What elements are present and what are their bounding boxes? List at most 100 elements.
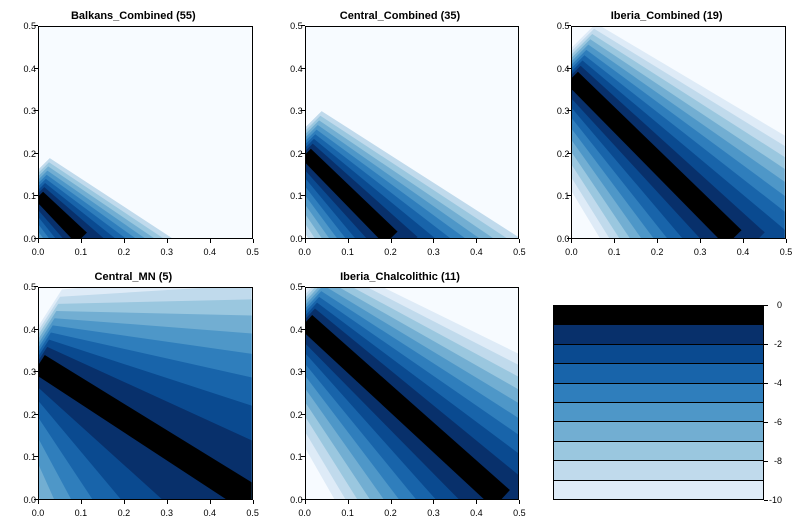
ytick-mark — [34, 195, 38, 196]
xtick-label: 0.4 — [203, 247, 216, 257]
plot-box: 0.00.10.20.30.40.50.00.10.20.30.40.5 — [10, 26, 257, 257]
xtick-mark — [391, 500, 392, 504]
panel-iberia: Iberia_Combined (19) 0.00.10.20.30.40.50… — [543, 10, 790, 257]
xtick-mark — [700, 239, 701, 243]
panel-central_mn: Central_MN (5) 0.00.10.20.30.40.50.00.10… — [10, 271, 257, 518]
ytick-mark — [34, 456, 38, 457]
panel-title: Iberia_Combined (19) — [543, 10, 790, 24]
plot-box: 0.00.10.20.30.40.50.00.10.20.30.40.5 — [543, 26, 790, 257]
xtick-label: 0.1 — [341, 247, 354, 257]
xtick-mark — [519, 500, 520, 504]
xtick-mark — [614, 239, 615, 243]
panel-central: Central_Combined (35) 0.00.10.20.30.40.5… — [277, 10, 524, 257]
ytick-label: 0.2 — [12, 410, 36, 420]
xtick-mark — [81, 500, 82, 504]
colorbar-segment — [553, 384, 764, 403]
colorbar-tick-label: -8 — [774, 456, 782, 466]
ytick-label: 0.4 — [545, 64, 569, 74]
xtick-mark — [210, 500, 211, 504]
colorbar-segment — [553, 345, 764, 364]
colorbar-wrap: 0-2-4-6-8-10 — [543, 287, 790, 518]
ytick-mark — [301, 371, 305, 372]
xtick-label: 0.1 — [608, 247, 621, 257]
xtick-label: 0.1 — [75, 508, 88, 518]
ytick-mark — [301, 153, 305, 154]
xtick-mark — [657, 239, 658, 243]
colorbar-tick-mark — [764, 344, 768, 345]
xtick-mark — [253, 500, 254, 504]
xtick-mark — [167, 239, 168, 243]
ytick-mark — [301, 68, 305, 69]
xtick-label: 0.3 — [161, 508, 174, 518]
contour-plot — [572, 27, 785, 238]
xtick-label: 0.2 — [118, 508, 131, 518]
ytick-mark — [34, 153, 38, 154]
empty-title — [543, 271, 790, 285]
colorbar — [553, 305, 764, 500]
ytick-label: 0.5 — [12, 21, 36, 31]
ytick-label: 0.0 — [12, 234, 36, 244]
ytick-label: 0.4 — [279, 64, 303, 74]
plot-box: 0.00.10.20.30.40.50.00.10.20.30.40.5 — [277, 26, 524, 257]
xtick-mark — [38, 239, 39, 243]
xtick-mark — [743, 239, 744, 243]
contour-plot — [306, 27, 519, 238]
xtick-mark — [433, 500, 434, 504]
ytick-mark — [567, 195, 571, 196]
ytick-mark — [34, 25, 38, 26]
panel-balkans: Balkans_Combined (55) 0.00.10.20.30.40.5… — [10, 10, 257, 257]
ytick-label: 0.4 — [279, 325, 303, 335]
ytick-label: 0.5 — [279, 21, 303, 31]
ytick-mark — [301, 286, 305, 287]
xtick-label: 0.5 — [513, 508, 526, 518]
xtick-mark — [305, 239, 306, 243]
xtick-mark — [433, 239, 434, 243]
ytick-label: 0.0 — [279, 495, 303, 505]
ytick-label: 0.1 — [279, 191, 303, 201]
panel-title: Balkans_Combined (55) — [10, 10, 257, 24]
ytick-mark — [301, 25, 305, 26]
xtick-label: 0.1 — [75, 247, 88, 257]
ytick-label: 0.3 — [279, 367, 303, 377]
colorbar-panel: 0-2-4-6-8-10 — [543, 271, 790, 518]
ytick-label: 0.0 — [279, 234, 303, 244]
xtick-mark — [81, 239, 82, 243]
xtick-mark — [786, 239, 787, 243]
contour-plot — [306, 288, 519, 499]
xtick-label: 0.5 — [513, 247, 526, 257]
colorbar-segment — [553, 422, 764, 441]
xtick-mark — [476, 239, 477, 243]
xtick-mark — [348, 239, 349, 243]
xtick-label: 0.3 — [427, 508, 440, 518]
ytick-label: 0.3 — [12, 106, 36, 116]
ytick-label: 0.1 — [545, 191, 569, 201]
ytick-label: 0.5 — [545, 21, 569, 31]
axes — [305, 287, 520, 500]
ytick-mark — [34, 286, 38, 287]
xtick-label: 0.3 — [427, 247, 440, 257]
xtick-label: 0.0 — [32, 508, 45, 518]
subplot-grid: Balkans_Combined (55) 0.0 0.1 0.2 0.3 0.4 0.5… — [10, 10, 790, 518]
xtick-label: 0.0 — [298, 247, 311, 257]
ytick-mark — [567, 68, 571, 69]
colorbar-tick-mark — [764, 461, 768, 462]
ytick-mark — [301, 329, 305, 330]
xtick-mark — [124, 239, 125, 243]
ytick-label: 0.4 — [12, 325, 36, 335]
colorbar-segment — [553, 461, 764, 480]
colorbar-segment — [553, 364, 764, 383]
xtick-label: 0.0 — [565, 247, 578, 257]
colorbar-tick-mark — [764, 305, 768, 306]
panel-title: Central_Combined (35) — [277, 10, 524, 24]
xtick-label: 0.4 — [470, 508, 483, 518]
ytick-label: 0.3 — [279, 106, 303, 116]
ytick-mark — [567, 153, 571, 154]
ytick-mark — [301, 414, 305, 415]
contour-plot — [39, 27, 252, 238]
ytick-mark — [34, 329, 38, 330]
xtick-mark — [476, 500, 477, 504]
xtick-label: 0.2 — [651, 247, 664, 257]
ytick-mark — [34, 371, 38, 372]
ytick-label: 0.3 — [12, 367, 36, 377]
ytick-label: 0.1 — [12, 452, 36, 462]
